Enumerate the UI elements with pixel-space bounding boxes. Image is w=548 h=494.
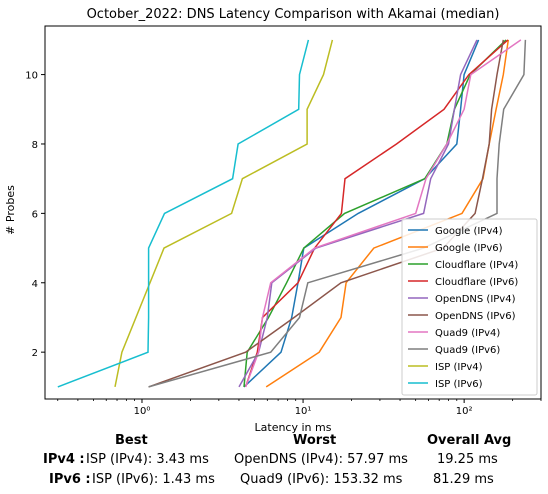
x-tick-label-1: 10¹ xyxy=(295,406,312,417)
y-tick-label-3: 8 xyxy=(32,140,38,151)
summary-row-ipv4-label: IPv4 : xyxy=(43,452,85,467)
plot-frame xyxy=(44,25,542,400)
series-line-6 xyxy=(244,39,522,388)
plot-area xyxy=(57,39,527,388)
y-tick-label-1: 4 xyxy=(32,279,38,290)
summary-row-ipv4-avg: 19.25 ms xyxy=(437,452,498,467)
legend-label-8: ISP (IPv4) xyxy=(435,362,483,373)
x-tick-label-0: 10⁰ xyxy=(134,406,151,417)
summary-row-ipv4-best: ISP (IPv4): 3.43 ms xyxy=(86,452,209,467)
series-line-5 xyxy=(148,39,505,388)
series-line-1 xyxy=(265,39,510,388)
y-tick-label-2: 6 xyxy=(32,209,38,220)
summary-header-best: Best xyxy=(115,433,148,448)
y-axis-label: # Probes xyxy=(4,185,17,235)
legend-label-0: Google (IPv4) xyxy=(435,226,503,237)
series-line-0 xyxy=(243,39,480,388)
legend-label-9: ISP (IPv6) xyxy=(435,379,483,390)
series-line-8 xyxy=(114,39,334,388)
summary-row-ipv6-worst: Quad9 (IPv6): 153.32 ms xyxy=(240,472,403,487)
legend-label-4: OpenDNS (IPv4) xyxy=(435,294,516,305)
legend-label-6: Quad9 (IPv4) xyxy=(435,328,500,339)
y-tick-label-0: 2 xyxy=(32,348,38,359)
chart-title: October_2022: DNS Latency Comparison wit… xyxy=(87,7,500,22)
axes: 10⁰ 10¹ 10² 2 4 6 8 10 xyxy=(25,71,542,417)
series-line-9 xyxy=(57,39,310,388)
y-tick-label-4: 10 xyxy=(25,71,38,82)
legend-label-3: Cloudflare (IPv6) xyxy=(435,277,518,288)
x-tick-label-2: 10² xyxy=(456,406,473,417)
legend-label-5: OpenDNS (IPv6) xyxy=(435,311,516,322)
legend-label-2: Cloudflare (IPv4) xyxy=(435,260,518,271)
series-line-7 xyxy=(148,39,527,388)
x-axis-label: Latency in ms xyxy=(255,421,332,434)
legend: Google (IPv4) Google (IPv6) Cloudflare (IP… xyxy=(401,218,538,396)
series-line-4 xyxy=(238,39,478,388)
summary-row-ipv6-best: ISP (IPv6): 1.43 ms xyxy=(92,472,215,487)
summary-row-ipv6-avg: 81.29 ms xyxy=(433,472,494,487)
legend-label-1: Google (IPv6) xyxy=(435,243,503,254)
summary-row-ipv6-label: IPv6 : xyxy=(49,472,91,487)
legend-box xyxy=(401,218,538,396)
summary-header-worst: Worst xyxy=(293,433,337,448)
summary-row-ipv4-worst: OpenDNS (IPv4): 57.97 ms xyxy=(234,452,408,467)
legend-label-7: Quad9 (IPv6) xyxy=(435,345,500,356)
summary-header-avg: Overall Avg xyxy=(427,433,512,448)
